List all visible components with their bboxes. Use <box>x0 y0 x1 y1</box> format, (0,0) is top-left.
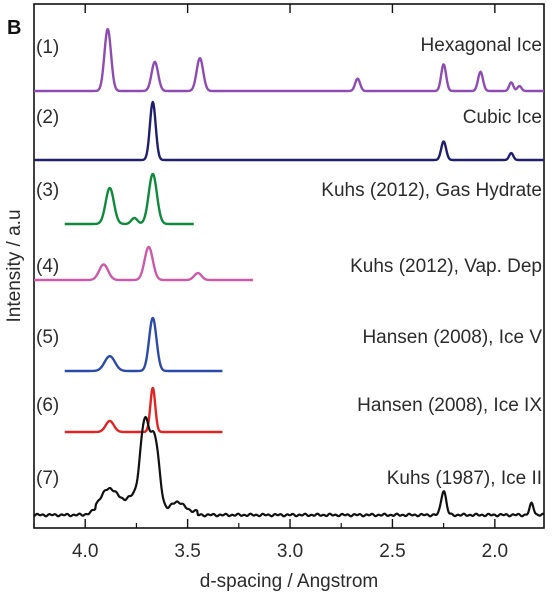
x-tick-label: 3.0 <box>277 541 303 562</box>
series-line-7 <box>34 417 544 516</box>
x-tick-label: 2.0 <box>482 541 508 562</box>
series-name-label: Hexagonal Ice <box>421 35 542 56</box>
x-tick-label: 2.5 <box>379 541 405 562</box>
series-index-label: (5) <box>36 327 59 348</box>
series-name-label: Kuhs (2012), Gas Hydrate <box>321 180 542 201</box>
y-axis-label: Intensity / a.u <box>4 209 25 322</box>
series-name-label: Kuhs (2012), Vap. Dep <box>350 256 542 277</box>
series-index-label: (4) <box>36 256 59 277</box>
series-index-labels: (1) (2) (3) (4) (5) (6) (7) <box>36 37 59 489</box>
series-line-4 <box>34 247 253 280</box>
series-index-label: (2) <box>36 107 59 128</box>
x-tick-label: 4.0 <box>72 541 98 562</box>
series-index-label: (6) <box>36 395 59 416</box>
series-index-label: (3) <box>36 180 59 201</box>
series-line-3 <box>65 174 194 224</box>
x-axis-tick-labels: 4.0 3.5 3.0 2.5 2.0 <box>72 541 508 562</box>
x-tick-label: 3.5 <box>174 541 200 562</box>
series-name-label: Kuhs (1987), Ice II <box>387 468 542 489</box>
series-index-label: (1) <box>36 37 59 58</box>
series-index-label: (7) <box>36 468 59 489</box>
x-axis-label: d-spacing / Angstrom <box>200 571 378 592</box>
series-name-label: Hansen (2008), Ice V <box>362 327 542 348</box>
series-name-label: Cubic Ice <box>463 107 542 128</box>
series-line-5 <box>65 318 223 371</box>
panel-label: B <box>7 17 21 39</box>
series-name-labels: Hexagonal Ice Cubic Ice Kuhs (2012), Gas H… <box>321 35 542 489</box>
series-name-label: Hansen (2008), Ice IX <box>357 395 542 416</box>
